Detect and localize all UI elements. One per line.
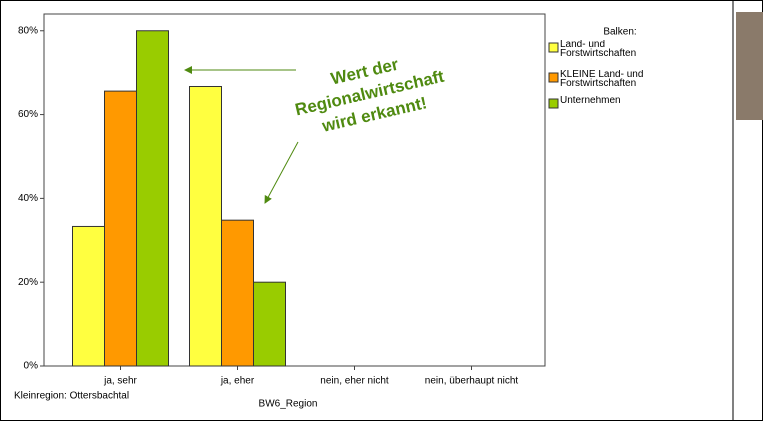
y-tick-label: 40% [18, 193, 38, 204]
photo [736, 12, 763, 120]
bar [253, 281, 286, 367]
legend-entry: Land- und Forstwirtschaften [560, 40, 637, 59]
x-axis-label: BW6_Region [259, 399, 318, 410]
bar [136, 30, 169, 367]
x-tick-label: nein, überhaupt nicht [425, 376, 519, 387]
y-tick-label: 80% [18, 25, 38, 36]
x-tick-label: ja, sehr [103, 376, 137, 387]
arrow [264, 141, 299, 204]
bar [189, 85, 222, 367]
y-tick-label: 60% [18, 109, 38, 120]
y-tick-label: 20% [18, 277, 38, 288]
legend-entry: KLEINE Land- und Forstwirtschaften [560, 70, 644, 89]
footnote: Kleinregion: Ottersbachtal [14, 391, 129, 402]
legend-swatch [548, 98, 559, 109]
x-tick-label: nein, eher nicht [320, 376, 389, 387]
legend-label: KLEINE Land- und Forstwirtschaften [560, 70, 644, 89]
legend-label: Land- und Forstwirtschaften [560, 40, 637, 59]
y-tick-label: 0% [24, 361, 39, 372]
bar [72, 225, 105, 367]
bar [104, 90, 137, 367]
legend-label: Unternehmen [560, 96, 621, 106]
x-tick-label: ja, eher [220, 376, 255, 387]
legend-swatch [548, 42, 559, 53]
bar [221, 219, 254, 367]
legend-entry: Unternehmen [560, 96, 621, 106]
legend-swatch [548, 72, 559, 83]
legend-title: Balken: [603, 27, 636, 38]
